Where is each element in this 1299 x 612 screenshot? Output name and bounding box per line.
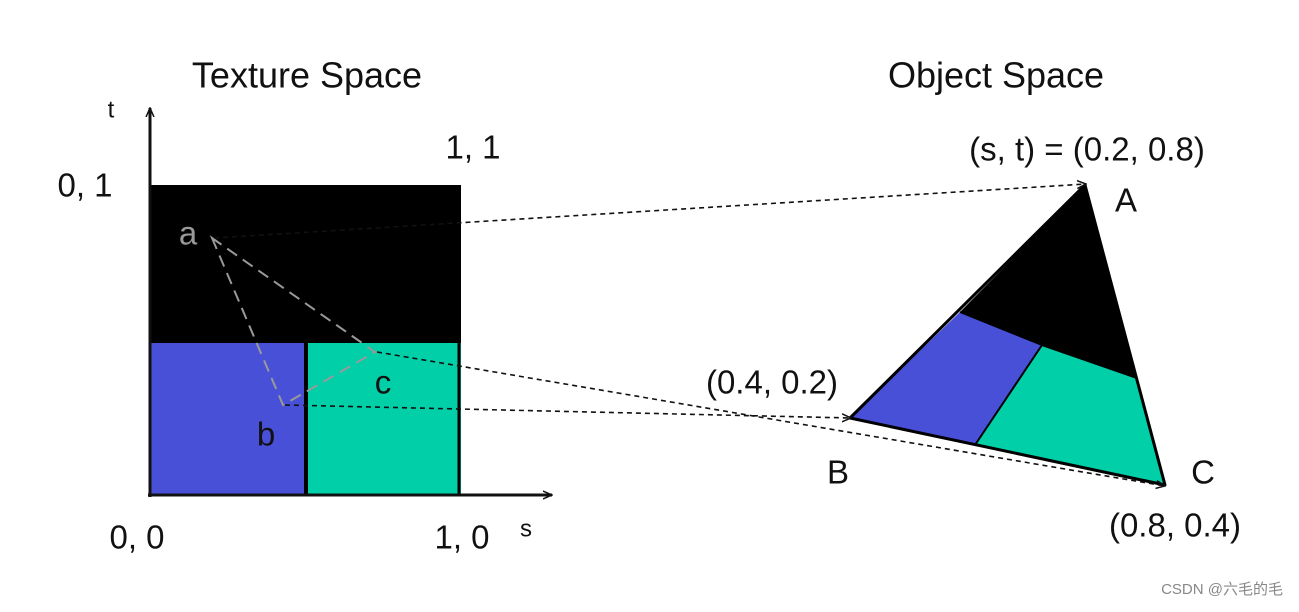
arrow-b (284, 404, 851, 418)
green-region (308, 343, 461, 495)
corner-label: 1, 1 (445, 129, 500, 166)
axis-label: t (108, 96, 115, 123)
arrow-c (376, 351, 1165, 486)
corner-label: 0, 0 (109, 519, 164, 556)
point-label: c (375, 364, 392, 401)
point-label: b (257, 416, 275, 453)
mapping-arrows (213, 184, 1165, 486)
blue-region (150, 343, 304, 495)
corner-label: 0, 1 (57, 167, 112, 204)
vertex-label: C (1191, 454, 1215, 491)
edge (959, 311, 1043, 346)
coordinate-label: (s, t) = (0.2, 0.8) (969, 131, 1205, 168)
coordinate-label: (0.8, 0.4) (1109, 507, 1241, 544)
point-label: a (179, 215, 198, 252)
texture-triangle (209, 235, 377, 407)
title: Texture Space (192, 55, 422, 96)
watermark: CSDN @六毛的毛 (1161, 581, 1283, 598)
title: Object Space (888, 55, 1104, 96)
edge (974, 344, 1043, 446)
blue-region (850, 312, 1042, 445)
black-region (150, 185, 461, 343)
edge (1041, 344, 1138, 379)
green-region (975, 345, 1165, 485)
corner-label: 1, 0 (434, 519, 489, 556)
axis-label: s (520, 515, 532, 542)
vertex-label: A (1115, 182, 1137, 219)
vertex-label: B (827, 454, 849, 491)
coordinate-label: (0.4, 0.2) (706, 364, 838, 401)
object-triangle (848, 183, 1167, 487)
arrow-a (213, 184, 1086, 239)
